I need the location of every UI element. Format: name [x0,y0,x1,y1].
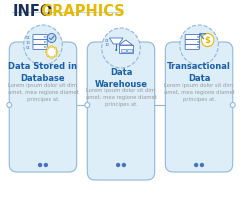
Text: Lorem ipsum dolor sit dim
amet, mea regione diamet
principes at.: Lorem ipsum dolor sit dim amet, mea regi… [164,83,234,102]
Circle shape [197,46,199,48]
FancyBboxPatch shape [119,45,133,53]
FancyBboxPatch shape [33,45,47,49]
Text: Data
Warehouse: Data Warehouse [94,68,148,89]
Circle shape [56,51,58,53]
Circle shape [197,36,199,38]
Circle shape [54,55,56,57]
FancyBboxPatch shape [165,42,233,172]
Circle shape [47,33,56,43]
Text: Lorem ipsum dolor sit dim
amet, mea regione diamet
principes at.: Lorem ipsum dolor sit dim amet, mea regi… [8,83,78,102]
Text: Data Stored in
Database: Data Stored in Database [8,62,77,83]
Circle shape [47,47,49,49]
Circle shape [200,164,203,166]
Circle shape [44,41,46,43]
Polygon shape [109,38,123,44]
FancyBboxPatch shape [185,35,199,39]
Circle shape [54,47,56,49]
FancyBboxPatch shape [9,42,77,172]
FancyBboxPatch shape [185,45,199,49]
Text: Lorem ipsum dolor sit dim
amet, mea regione diamet
principes at.: Lorem ipsum dolor sit dim amet, mea regi… [86,88,156,107]
Circle shape [44,46,46,48]
Circle shape [39,164,42,166]
FancyBboxPatch shape [33,35,47,39]
Text: Transactional
Data: Transactional Data [167,62,231,83]
Text: INFO: INFO [12,4,53,19]
Circle shape [47,55,49,57]
Text: $: $ [205,36,211,45]
Circle shape [122,164,125,166]
Circle shape [85,102,90,108]
Circle shape [201,33,214,46]
Circle shape [44,36,46,38]
Circle shape [102,28,140,68]
Circle shape [45,51,47,53]
Circle shape [51,46,53,47]
Circle shape [230,102,235,108]
FancyBboxPatch shape [33,40,47,44]
Circle shape [7,102,12,108]
Circle shape [46,46,57,58]
Circle shape [24,25,62,65]
FancyBboxPatch shape [185,40,199,44]
FancyBboxPatch shape [127,48,132,52]
Circle shape [195,164,197,166]
Text: GRAPHICS: GRAPHICS [40,4,125,19]
Circle shape [51,56,53,58]
Text: 01
10: 01 10 [105,39,110,47]
Circle shape [180,25,218,65]
Text: 01
10
01: 01 10 01 [26,36,31,50]
FancyBboxPatch shape [121,48,126,52]
Polygon shape [119,40,133,45]
FancyBboxPatch shape [87,42,155,180]
Circle shape [45,164,47,166]
Circle shape [115,49,117,51]
Circle shape [197,41,199,43]
Circle shape [117,164,120,166]
